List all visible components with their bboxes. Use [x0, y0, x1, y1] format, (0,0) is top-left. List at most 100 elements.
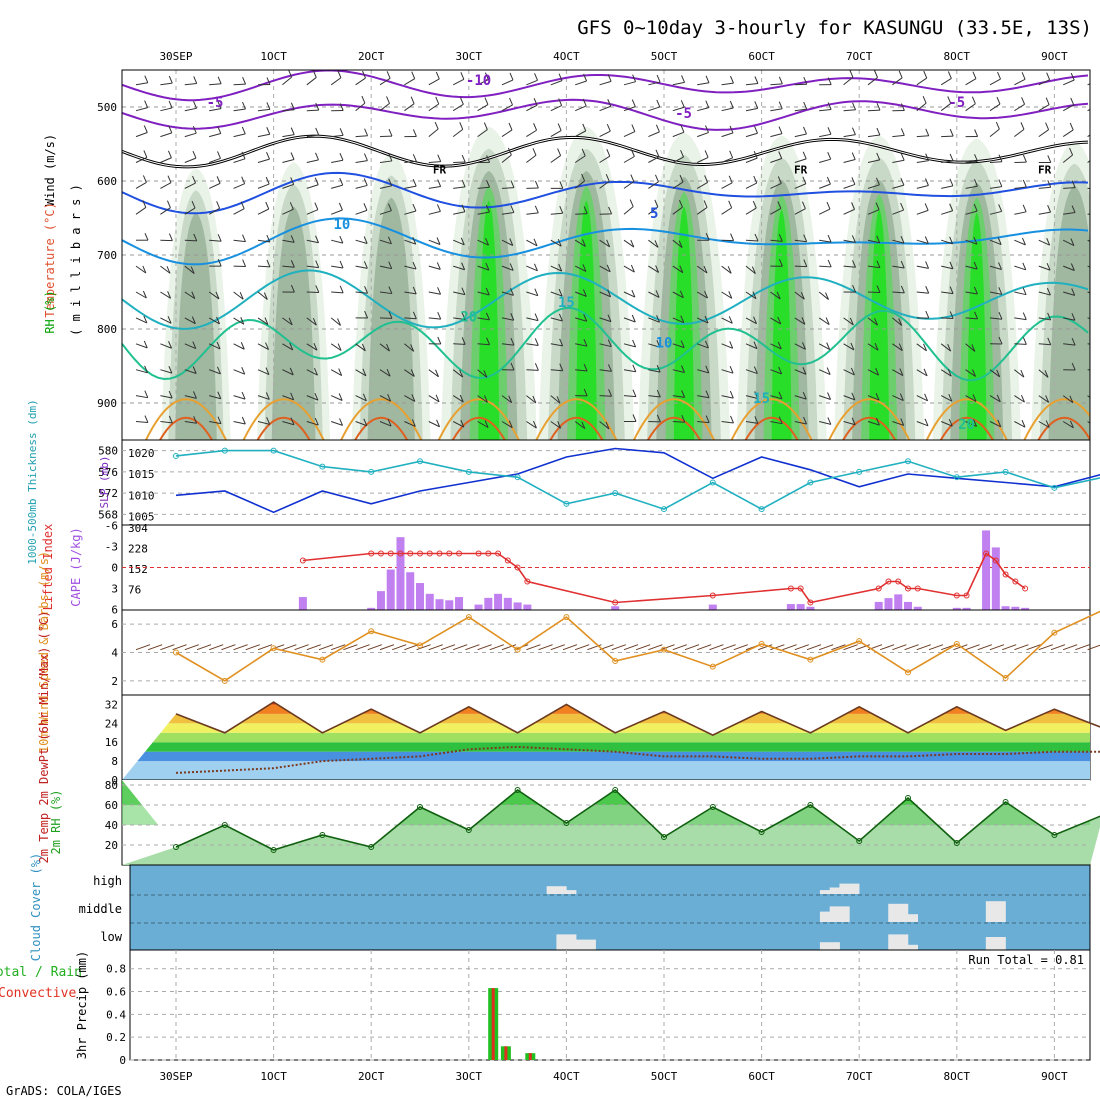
wind-barb	[599, 395, 612, 397]
wind-barb-flag	[656, 315, 661, 323]
cape-axis-label: CAPE (J/kg)	[69, 527, 83, 606]
cape-bar	[962, 607, 971, 610]
wind-barb	[282, 208, 294, 215]
wind-barb-flag	[949, 203, 954, 211]
cape-bar	[494, 593, 503, 610]
wind-barb	[550, 421, 561, 429]
cape-bar	[425, 593, 434, 610]
wind-barb-flag	[949, 178, 954, 187]
wind-barb	[331, 291, 344, 294]
wind-barb-flag	[193, 233, 198, 242]
wind-speed-line-point	[661, 646, 667, 653]
wind-barb-flag	[1045, 420, 1050, 428]
wind-barb	[599, 80, 612, 86]
wind-barb	[282, 265, 295, 268]
wind-barb-flag	[998, 287, 1003, 295]
wind-barb-flag	[411, 394, 416, 402]
precip-bars: 0.8 0.6 0.4 0.2 0	[106, 950, 1090, 1067]
surface-barb	[282, 644, 297, 651]
wind-speed-line-point	[221, 677, 228, 684]
pressure-ticks: 500 600 700 800 900	[97, 101, 117, 410]
wind-barb	[501, 291, 514, 296]
wind-barb-flag	[800, 292, 805, 300]
wind-barb-flag	[388, 286, 393, 294]
wind-barb-flag	[337, 318, 341, 326]
wind-barb-flag	[217, 76, 222, 85]
wind-barb-flag	[144, 365, 149, 374]
wind-barb-flag	[461, 337, 466, 345]
wind-barb	[721, 291, 733, 299]
wind-barb	[892, 239, 905, 244]
wind-barb-flag	[630, 239, 635, 248]
wind-barb-flag	[924, 393, 929, 402]
wind-barb	[818, 291, 829, 300]
wind-barb	[1062, 421, 1074, 429]
contour-label: 20	[958, 417, 975, 433]
wind-barb-flag	[850, 342, 855, 351]
wind-barb	[404, 185, 417, 189]
wind-barb	[623, 131, 636, 138]
wind-barb-flag	[827, 417, 832, 425]
wind-barb	[965, 265, 978, 270]
thickness-line	[175, 449, 1100, 511]
wind-barb	[770, 239, 783, 242]
pressure-tick: 600	[97, 175, 117, 188]
wind-barb	[623, 317, 636, 323]
wind-barb	[379, 265, 392, 270]
surface-barb	[562, 644, 578, 651]
wind-barb	[648, 106, 660, 112]
wind-barb-flag	[656, 99, 661, 108]
wind-barb-flag	[778, 259, 783, 267]
wind-barb	[672, 265, 684, 274]
wind-barb	[233, 183, 245, 189]
wind-tick: 4	[111, 647, 118, 660]
rh-line-point	[173, 844, 179, 850]
wind-barb	[135, 82, 148, 86]
wind-barb-flag	[410, 96, 415, 104]
wind-barb	[233, 395, 246, 400]
wind-barb-flag	[852, 260, 856, 268]
wind-barb	[282, 76, 292, 86]
wind-barb-flag	[971, 344, 976, 352]
wind-barb-flag	[608, 206, 613, 215]
wind-barb-flag	[1047, 204, 1052, 213]
wind-barb-flag	[411, 71, 416, 79]
wind-barb	[1038, 395, 1049, 403]
temp-band	[122, 742, 1090, 752]
rh-area: 80 60 40 20	[105, 779, 1100, 865]
wind-barb	[892, 265, 905, 269]
wind-barb-flag	[265, 392, 270, 400]
wind-barb	[623, 265, 635, 273]
wind-barb-flag	[998, 204, 1003, 212]
wind-barb-flag	[705, 365, 710, 374]
wind-barb	[941, 291, 954, 295]
wind-barb	[916, 369, 928, 377]
thickness-line-point	[270, 447, 277, 454]
wind-barb	[1014, 265, 1026, 271]
wind-barb	[623, 106, 636, 112]
top-date-label: 9OCT	[1041, 50, 1068, 63]
contour-label: 15	[558, 295, 575, 311]
wind-barb-flag	[168, 233, 173, 241]
wind-barb-flag	[263, 292, 268, 300]
wind-barb	[941, 210, 953, 215]
wind-speed-line-point	[270, 645, 277, 652]
surface-barb	[623, 644, 639, 651]
wind-barb-flag	[534, 73, 538, 81]
wind-barb-flag	[386, 343, 390, 352]
wind-barb-flag	[680, 340, 685, 348]
wind-barb-flag	[852, 102, 857, 111]
wind-barb-flag	[705, 100, 710, 108]
wind-barb	[257, 108, 270, 112]
wind-barb-flag	[337, 70, 342, 78]
wind-barb-flag	[266, 151, 270, 160]
thickness-line-point	[563, 500, 570, 507]
wind-barb	[233, 343, 245, 350]
wind-barb	[257, 183, 270, 189]
wind-barb	[672, 156, 684, 163]
wind-barb-flag	[412, 286, 417, 295]
rh-shade	[175, 212, 217, 440]
wind-barb	[818, 343, 830, 351]
wind-barb-flag	[900, 285, 905, 294]
wind-barb-flag	[704, 290, 709, 299]
